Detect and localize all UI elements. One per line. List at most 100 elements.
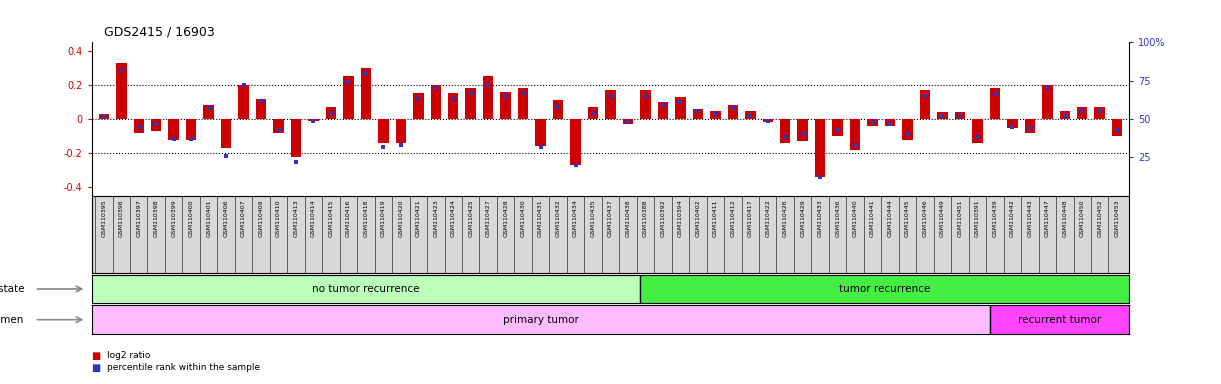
- Text: GSM110395: GSM110395: [101, 200, 106, 237]
- Text: GSM110445: GSM110445: [905, 200, 910, 237]
- Text: GSM110415: GSM110415: [328, 200, 333, 237]
- Bar: [972, 119, 983, 143]
- Bar: [360, 68, 371, 119]
- Bar: [675, 97, 686, 119]
- Bar: [728, 105, 737, 119]
- Bar: [291, 119, 302, 157]
- Text: GSM110428: GSM110428: [503, 200, 508, 237]
- Text: log2 ratio: log2 ratio: [107, 351, 151, 360]
- Bar: [92, 305, 990, 334]
- Text: GSM110435: GSM110435: [591, 200, 596, 237]
- Bar: [448, 93, 459, 119]
- Text: GSM110450: GSM110450: [1079, 200, 1084, 237]
- Text: GSM110421: GSM110421: [416, 200, 421, 237]
- Text: GSM110449: GSM110449: [940, 200, 945, 237]
- Bar: [204, 105, 214, 119]
- Text: GSM110446: GSM110446: [923, 200, 928, 237]
- Bar: [535, 119, 546, 146]
- Bar: [902, 119, 913, 139]
- Text: GSM110409: GSM110409: [259, 200, 264, 237]
- Bar: [99, 114, 109, 119]
- Bar: [587, 107, 598, 119]
- Bar: [990, 305, 1129, 334]
- Text: GSM110431: GSM110431: [538, 200, 543, 237]
- Bar: [92, 275, 640, 303]
- Bar: [640, 90, 651, 119]
- Text: GSM110447: GSM110447: [1045, 200, 1050, 237]
- Text: tumor recurrence: tumor recurrence: [839, 284, 930, 294]
- Text: GSM110432: GSM110432: [556, 200, 560, 237]
- Text: GSM110426: GSM110426: [783, 200, 788, 237]
- Bar: [658, 102, 668, 119]
- Bar: [465, 88, 476, 119]
- Text: GSM110417: GSM110417: [747, 200, 753, 237]
- Text: GSM110420: GSM110420: [398, 200, 403, 237]
- Bar: [867, 119, 878, 126]
- Text: GSM110423: GSM110423: [433, 200, 438, 237]
- Bar: [1024, 119, 1035, 133]
- Bar: [238, 85, 249, 119]
- Bar: [274, 119, 283, 133]
- Bar: [1007, 119, 1017, 127]
- Text: GSM110452: GSM110452: [1098, 200, 1103, 237]
- Text: GSM110433: GSM110433: [818, 200, 823, 237]
- Bar: [501, 92, 510, 119]
- Text: GSM110436: GSM110436: [835, 200, 840, 237]
- Bar: [570, 119, 581, 165]
- Bar: [780, 119, 790, 143]
- Bar: [326, 107, 336, 119]
- Bar: [379, 119, 388, 143]
- Bar: [308, 119, 319, 121]
- Text: GSM110398: GSM110398: [154, 200, 159, 237]
- Text: specimen: specimen: [0, 314, 24, 325]
- Text: GSM110442: GSM110442: [1010, 200, 1015, 237]
- Text: GSM110391: GSM110391: [974, 200, 980, 237]
- Text: GSM110401: GSM110401: [206, 200, 211, 237]
- Bar: [711, 111, 720, 119]
- Text: GSM110422: GSM110422: [766, 200, 770, 237]
- Text: GSM110434: GSM110434: [573, 200, 578, 237]
- Text: GSM110402: GSM110402: [696, 200, 701, 237]
- Text: GSM110396: GSM110396: [118, 200, 123, 237]
- Text: GSM110406: GSM110406: [223, 200, 228, 237]
- Bar: [1112, 119, 1122, 136]
- Bar: [151, 119, 161, 131]
- Bar: [955, 112, 965, 119]
- Text: GSM110416: GSM110416: [346, 200, 350, 237]
- Text: GSM110451: GSM110451: [957, 200, 962, 237]
- Text: recurrent tumor: recurrent tumor: [1018, 314, 1101, 325]
- Text: disease state: disease state: [0, 284, 24, 294]
- Text: GSM110429: GSM110429: [800, 200, 805, 237]
- Text: no tumor recurrence: no tumor recurrence: [313, 284, 420, 294]
- Bar: [343, 76, 354, 119]
- Text: GSM110411: GSM110411: [713, 200, 718, 237]
- Text: GSM110410: GSM110410: [276, 200, 281, 237]
- Text: GSM110397: GSM110397: [137, 200, 142, 237]
- Text: GSM110441: GSM110441: [871, 200, 875, 237]
- Bar: [919, 90, 930, 119]
- Bar: [431, 85, 441, 119]
- Bar: [1060, 111, 1070, 119]
- Text: GSM110437: GSM110437: [608, 200, 613, 237]
- Text: GSM110414: GSM110414: [311, 200, 316, 237]
- Bar: [640, 275, 1129, 303]
- Bar: [885, 119, 895, 126]
- Bar: [396, 119, 407, 143]
- Bar: [990, 88, 1000, 119]
- Bar: [413, 93, 424, 119]
- Bar: [484, 76, 493, 119]
- Bar: [186, 119, 197, 139]
- Text: GSM110424: GSM110424: [451, 200, 455, 237]
- Bar: [762, 119, 773, 122]
- Text: GSM110392: GSM110392: [661, 200, 665, 237]
- Bar: [745, 111, 756, 119]
- Bar: [168, 119, 179, 139]
- Bar: [221, 119, 231, 148]
- Bar: [256, 99, 266, 119]
- Text: ■: ■: [92, 351, 101, 361]
- Text: GSM110443: GSM110443: [1027, 200, 1032, 237]
- Bar: [1042, 85, 1053, 119]
- Text: GDS2415 / 16903: GDS2415 / 16903: [104, 25, 215, 38]
- Bar: [797, 119, 808, 141]
- Text: GSM110388: GSM110388: [643, 200, 648, 237]
